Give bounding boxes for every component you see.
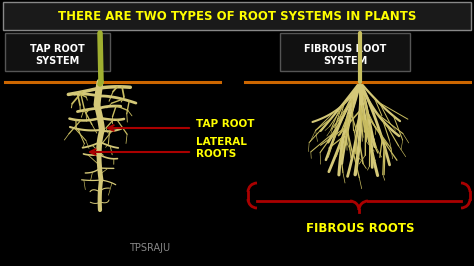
Text: TPSRAJU: TPSRAJU bbox=[129, 243, 171, 253]
Bar bbox=[3, 2, 471, 30]
Text: TAP ROOT: TAP ROOT bbox=[196, 119, 255, 129]
Text: FIBROUS ROOT
SYSTEM: FIBROUS ROOT SYSTEM bbox=[304, 44, 386, 66]
Text: FIBROUS ROOTS: FIBROUS ROOTS bbox=[306, 222, 414, 235]
Text: LATERAL
ROOTS: LATERAL ROOTS bbox=[196, 137, 247, 159]
Bar bbox=[5, 33, 110, 71]
Text: TAP ROOT
SYSTEM: TAP ROOT SYSTEM bbox=[29, 44, 84, 66]
Text: THERE ARE TWO TYPES OF ROOT SYSTEMS IN PLANTS: THERE ARE TWO TYPES OF ROOT SYSTEMS IN P… bbox=[58, 10, 416, 23]
Bar bbox=[280, 33, 410, 71]
